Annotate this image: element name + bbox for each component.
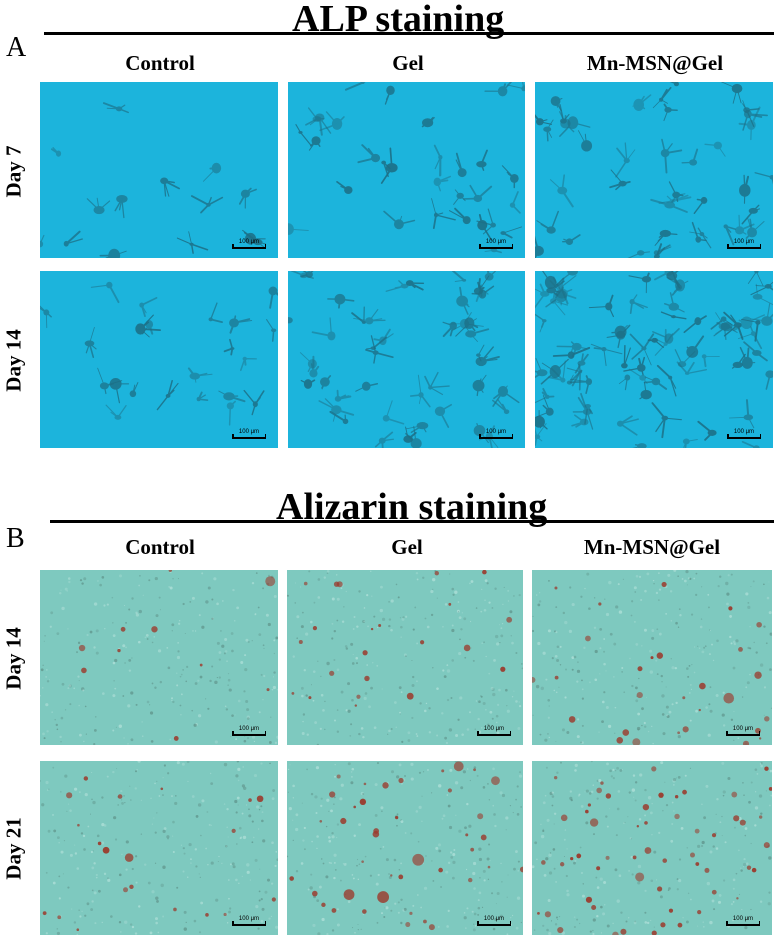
panel-a-title: ALP staining — [292, 0, 505, 40]
alp-micrograph — [288, 271, 525, 448]
alp-micrograph — [535, 271, 773, 448]
alizarin-image-control-day21: 100 μm — [40, 761, 278, 935]
alp-image-mn-msn-gel-day14: 100 μm — [535, 271, 773, 448]
alp-micrograph — [40, 271, 278, 448]
panel-a-letter: A — [6, 32, 27, 63]
panel-b-letter: B — [6, 523, 25, 554]
alp-image-control-day14: 100 μm — [40, 271, 278, 448]
panel-b-title: Alizarin staining — [276, 486, 548, 528]
scale-bar: 100 μm — [479, 429, 513, 440]
scale-bar: 100 μm — [479, 239, 513, 250]
scale-bar-line — [727, 244, 761, 249]
panel-a-col-gel: Gel — [392, 51, 424, 75]
scale-bar-line — [477, 921, 511, 926]
alizarin-micrograph — [287, 570, 523, 745]
alizarin-image-gel-day21: 100 μm — [287, 761, 523, 935]
scale-bar-line — [232, 921, 266, 926]
panel-a-col-control: Control — [125, 51, 195, 75]
alizarin-image-control-day14: 100 μm — [40, 570, 278, 745]
scale-bar-label: 100 μm — [238, 239, 260, 245]
panel-a-title-rule — [44, 32, 774, 35]
scale-bar: 100 μm — [726, 726, 760, 737]
scale-bar: 100 μm — [232, 726, 266, 737]
scale-bar-label: 100 μm — [733, 239, 755, 245]
scale-bar-label: 100 μm — [485, 429, 507, 435]
alp-image-control-day7: 100 μm — [40, 82, 278, 258]
alizarin-micrograph — [532, 761, 772, 935]
scale-bar-label: 100 μm — [238, 429, 260, 435]
scale-bar: 100 μm — [232, 239, 266, 250]
alizarin-micrograph — [40, 761, 278, 935]
scale-bar: 100 μm — [726, 916, 760, 927]
panel-a-row-day14: Day 14 — [1, 329, 26, 392]
alizarin-image-mn-msn-gel-day14: 100 μm — [532, 570, 772, 745]
scale-bar-line — [479, 434, 513, 439]
scale-bar: 100 μm — [477, 916, 511, 927]
scale-bar-label: 100 μm — [732, 726, 754, 732]
panel-b-col-mn-msn-gel: Mn-MSN@Gel — [583, 535, 721, 559]
alp-micrograph — [40, 82, 278, 258]
alizarin-micrograph — [40, 570, 278, 745]
scale-bar-label: 100 μm — [485, 239, 507, 245]
scale-bar-line — [232, 434, 266, 439]
scale-bar: 100 μm — [477, 726, 511, 737]
panel-b-row-day14: Day 14 — [1, 627, 26, 690]
panel-b-col-control: Control — [125, 535, 195, 559]
alizarin-micrograph — [287, 761, 523, 935]
alp-micrograph — [535, 82, 773, 258]
scale-bar-label: 100 μm — [483, 726, 505, 732]
panel-b-col-gel: Gel — [391, 535, 423, 559]
alp-micrograph — [288, 82, 525, 258]
scale-bar-label: 100 μm — [483, 916, 505, 922]
alp-image-gel-day7: 100 μm — [288, 82, 525, 258]
scale-bar: 100 μm — [232, 429, 266, 440]
scale-bar-line — [477, 731, 511, 736]
scale-bar-line — [479, 244, 513, 249]
scale-bar-line — [726, 921, 760, 926]
panel-b-row-day21: Day 21 — [1, 817, 26, 880]
scale-bar-line — [232, 731, 266, 736]
alp-image-gel-day14: 100 μm — [288, 271, 525, 448]
scale-bar-label: 100 μm — [733, 429, 755, 435]
scale-bar-line — [727, 434, 761, 439]
scale-bar-label: 100 μm — [732, 916, 754, 922]
scale-bar-line — [232, 244, 266, 249]
alizarin-image-gel-day14: 100 μm — [287, 570, 523, 745]
scale-bar: 100 μm — [727, 429, 761, 440]
scale-bar-label: 100 μm — [238, 916, 260, 922]
panel-a-row-day7: Day 7 — [1, 145, 26, 198]
scale-bar-line — [726, 731, 760, 736]
panel-b-title-rule — [50, 520, 774, 523]
panel-a-col-mn-msn-gel: Mn-MSN@Gel — [586, 51, 724, 75]
alizarin-micrograph — [532, 570, 772, 745]
scale-bar: 100 μm — [232, 916, 266, 927]
scale-bar-label: 100 μm — [238, 726, 260, 732]
scale-bar: 100 μm — [727, 239, 761, 250]
alp-image-mn-msn-gel-day7: 100 μm — [535, 82, 773, 258]
alizarin-image-mn-msn-gel-day21: 100 μm — [532, 761, 772, 935]
